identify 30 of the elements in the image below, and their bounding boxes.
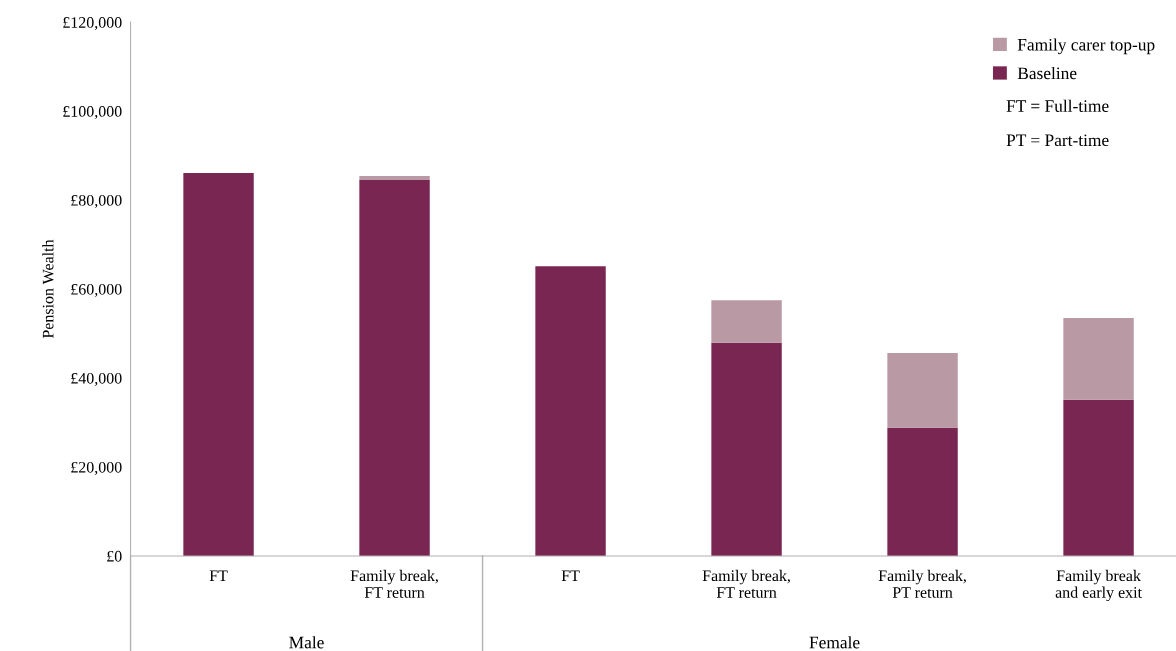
annotation: PT = Part-time xyxy=(1006,134,1109,147)
bar xyxy=(887,353,958,428)
x-tick-label: FT xyxy=(561,570,580,581)
y-tick-label: £120,000 xyxy=(63,17,122,31)
x-tick-label: Family break, FT return xyxy=(350,569,438,598)
bar xyxy=(183,172,254,556)
bar xyxy=(359,180,430,556)
bar xyxy=(359,176,430,181)
y-axis-title: Pension Wealth xyxy=(42,239,54,339)
legend-label: Family carer top-up xyxy=(1017,38,1155,55)
x-tick-label: FT xyxy=(209,570,228,581)
bar xyxy=(711,342,782,556)
y-tick-label: £20,000 xyxy=(71,461,122,475)
bar xyxy=(535,266,606,556)
text: Female xyxy=(809,636,860,649)
bar xyxy=(1063,399,1134,556)
y-tick-label: £40,000 xyxy=(71,372,122,387)
bar xyxy=(711,300,782,343)
y-tick-label: £60,000 xyxy=(71,283,122,298)
x-tick-label: Family break and early exit xyxy=(1055,569,1142,602)
x-tick-label: Family break, PT return xyxy=(878,569,966,598)
bar xyxy=(887,427,958,556)
y-tick-label: £0 xyxy=(107,550,122,562)
y-tick-label: £100,000 xyxy=(63,106,122,120)
text: Male xyxy=(289,636,324,649)
legend-label: Baseline xyxy=(1017,66,1077,80)
y-tick-label: £80,000 xyxy=(71,194,122,209)
bar xyxy=(1063,317,1134,400)
annotation: FT = Full-time xyxy=(1006,99,1109,112)
x-tick-label: Family break, FT return xyxy=(702,569,790,598)
